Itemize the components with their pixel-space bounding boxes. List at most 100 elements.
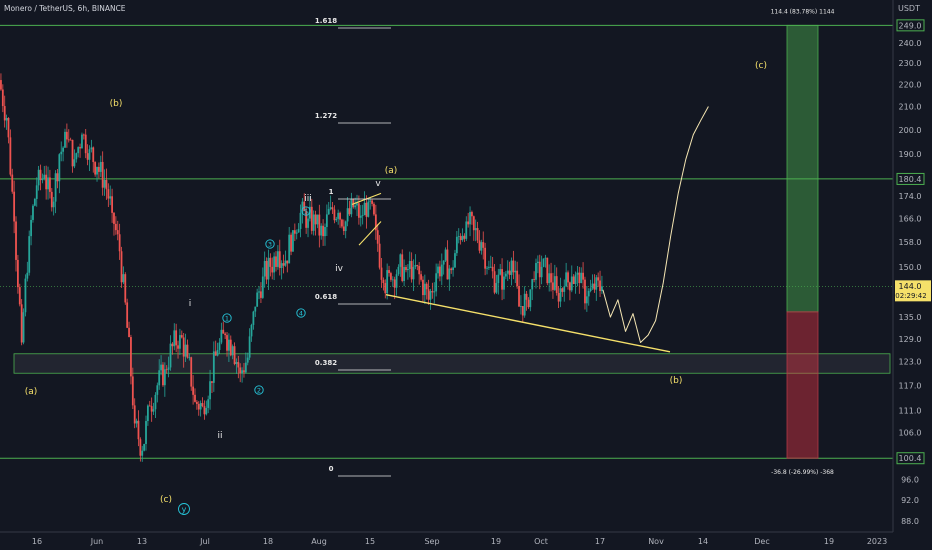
candle-body [286, 260, 289, 264]
candle-body [386, 270, 389, 294]
wave-circle-y-label: y [182, 505, 187, 514]
fib-level-label: 0.618 [315, 293, 337, 301]
candle-body [86, 153, 89, 160]
candle-body [484, 247, 487, 269]
candle-body [256, 292, 259, 307]
wave-circle [222, 313, 232, 323]
candle-body [444, 249, 447, 261]
candle-body [329, 207, 332, 209]
candle-body [342, 226, 345, 232]
candle-body [552, 282, 554, 290]
candle-body [260, 291, 262, 298]
wave-circle [254, 385, 264, 395]
x-tick-label: 17 [595, 537, 605, 546]
x-tick-label: Dec [754, 537, 769, 546]
candle-body [312, 214, 315, 231]
candle-body [276, 251, 279, 267]
y-tick-label: 123.0 [899, 357, 922, 366]
candle-body [18, 287, 21, 305]
position-stop-zone [786, 311, 819, 459]
candle-body [220, 329, 223, 343]
candle-body [197, 403, 200, 410]
candle-body [124, 274, 127, 303]
candle-body [320, 225, 323, 236]
candle-body [535, 263, 537, 280]
candle-body [96, 166, 98, 175]
candle-body [508, 270, 511, 275]
x-tick-label: 19 [824, 537, 834, 546]
candle-body [152, 409, 155, 412]
y-tick-label: 240.0 [899, 39, 922, 48]
candle-body [439, 266, 441, 277]
candle-body [559, 288, 562, 302]
wave-label-yellow: (a) [25, 387, 38, 397]
candle-body [64, 131, 66, 148]
candle-body [77, 147, 80, 154]
candle-body [56, 173, 59, 182]
zone-layer [13, 353, 891, 374]
candle-body [352, 199, 355, 208]
candle-body [561, 288, 564, 292]
candle-body [150, 406, 153, 412]
candle-body [435, 273, 438, 292]
candle-body [493, 271, 496, 293]
candle-body [382, 279, 385, 284]
candle-body [195, 401, 198, 404]
candle-body [350, 199, 353, 215]
candle-body [523, 293, 526, 316]
candle-body [186, 344, 189, 358]
candle-body [201, 403, 204, 407]
candle-body [429, 291, 432, 300]
candle-body [180, 335, 183, 338]
candle-body [297, 228, 300, 233]
candle-body [553, 276, 556, 290]
candle-body [540, 266, 543, 278]
candle-body [525, 293, 528, 300]
candle-body [52, 201, 55, 208]
wave-circle-y [178, 503, 190, 515]
candle-body [518, 285, 520, 307]
candle-body [194, 394, 196, 402]
y-tick-label: 210.0 [899, 103, 922, 112]
x-tick-label: 15 [365, 537, 375, 546]
candle-body [363, 202, 366, 216]
y-tick-label: 106.0 [899, 428, 922, 437]
candle-body [79, 147, 81, 149]
candle-body [587, 290, 590, 297]
candle-body [510, 260, 513, 275]
y-tick-label: 100.4 [899, 454, 922, 463]
candle-body [222, 329, 225, 334]
x-axis-background [0, 532, 932, 550]
candle-body [179, 335, 181, 349]
candle-body [130, 337, 132, 377]
candle-body [452, 267, 454, 271]
candle-body [216, 349, 219, 356]
candle-body [84, 134, 87, 154]
candle-body [433, 291, 436, 293]
candle-body [293, 230, 296, 234]
candle-body [45, 174, 48, 190]
candle-body [88, 149, 91, 160]
candle-body [69, 139, 72, 141]
wave-circle [296, 308, 306, 318]
candle-body [348, 208, 351, 215]
candle-body [267, 257, 270, 280]
candle-body [437, 266, 439, 274]
wave-label-yellow: (c) [160, 495, 172, 505]
candle-body [11, 174, 14, 192]
candle-body [275, 256, 277, 267]
candle-body [486, 267, 488, 269]
position-stop-label: -36.8 (-26.99%) -368 [771, 469, 834, 476]
candle-body [214, 351, 217, 356]
candle-body [177, 345, 179, 349]
fib-level-label: 0 [329, 465, 334, 473]
fib-level-label: 0.382 [315, 359, 337, 367]
fib-level-label: 1.272 [315, 112, 337, 120]
candle-body [536, 261, 539, 264]
candle-body [60, 151, 63, 155]
candle-body [16, 259, 19, 288]
candle-body [273, 256, 276, 273]
candle-body [243, 370, 245, 373]
candle-body [465, 221, 468, 239]
